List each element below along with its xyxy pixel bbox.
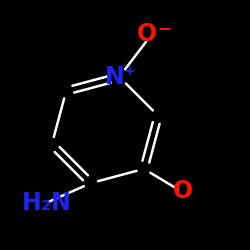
Text: N: N bbox=[105, 65, 124, 89]
Text: O: O bbox=[172, 180, 193, 204]
Text: O: O bbox=[137, 22, 157, 46]
Text: +: + bbox=[124, 64, 135, 78]
Text: H₂N: H₂N bbox=[22, 191, 72, 215]
Text: −: − bbox=[157, 19, 171, 37]
